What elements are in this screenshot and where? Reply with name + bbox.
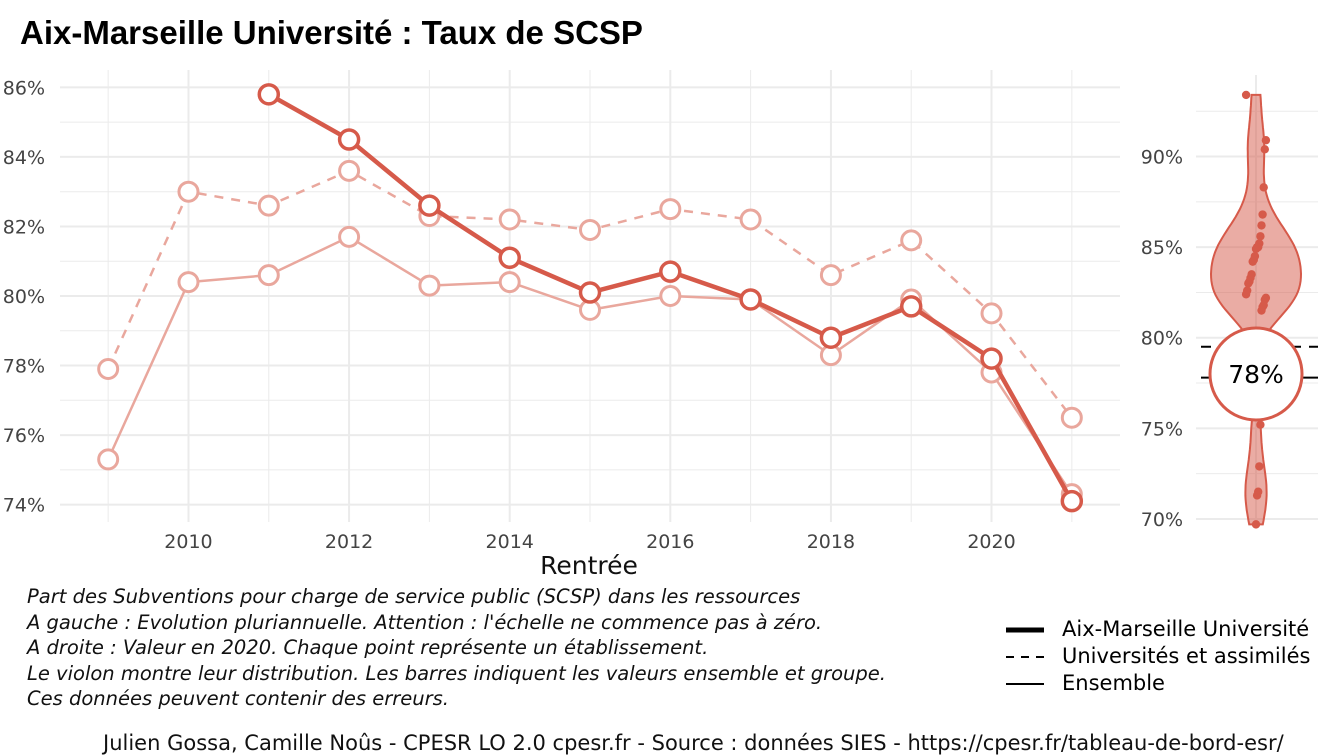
- violin-point: [1256, 420, 1265, 429]
- series-point: [1060, 489, 1084, 513]
- value-label: 78%: [1228, 360, 1284, 389]
- series-point: [257, 194, 280, 217]
- violin-point: [1255, 462, 1264, 471]
- series-point: [899, 295, 923, 318]
- violin-point: [1261, 136, 1271, 145]
- legend-item-ensemble: Ensemble: [1006, 670, 1310, 697]
- series-point: [177, 271, 200, 294]
- violin-chart: 78%: [1201, 90, 1318, 529]
- x-tick-label: 2016: [646, 531, 694, 553]
- series-point: [498, 271, 521, 294]
- violin-y-tick-label: 75%: [1141, 418, 1183, 440]
- legend-item-universites: Universités et assimilés: [1006, 643, 1310, 670]
- violin-point: [1256, 232, 1265, 241]
- series-point: [97, 358, 120, 381]
- series-point: [659, 198, 682, 221]
- violin-y-tick-label: 80%: [1141, 328, 1183, 350]
- series-point: [819, 326, 843, 349]
- caption-line: A gauche : Evolution pluriannuelle. Atte…: [27, 610, 823, 634]
- y-tick-label: 84%: [3, 147, 45, 169]
- legend-item-aix-marseille: Aix-Marseille Université: [1006, 616, 1310, 643]
- caption-line: Le violon montre leur distribution. Les …: [27, 661, 886, 685]
- violin-point: [1259, 183, 1268, 192]
- violin-point: [1260, 145, 1270, 154]
- violin-point: [1251, 244, 1261, 254]
- series-point: [257, 264, 280, 287]
- series-point: [338, 159, 361, 182]
- series-point: [337, 128, 361, 151]
- violin-point: [1248, 257, 1257, 266]
- value-bubble: [1208, 326, 1304, 422]
- chart-title: Aix-Marseille Université : Taux de SCSP: [20, 14, 643, 51]
- series-point: [418, 274, 441, 297]
- caption-line: Ces données peuvent contenir des erreurs…: [27, 687, 449, 711]
- caption-line: Part des Subventions pour charge de serv…: [27, 585, 801, 608]
- series-point: [659, 260, 682, 283]
- caption-line: A droite : Valeur en 2020. Chaque point …: [27, 636, 709, 660]
- violin-point: [1241, 90, 1251, 100]
- violin-y-tick-label: 70%: [1141, 509, 1183, 531]
- series-point: [980, 302, 1003, 325]
- series-point: [1060, 406, 1083, 429]
- violin-point: [1251, 520, 1261, 529]
- violin-y-tick-label: 90%: [1141, 147, 1183, 169]
- y-tick-label: 76%: [3, 425, 45, 447]
- series-point: [739, 288, 762, 311]
- violin-point: [1257, 306, 1266, 315]
- series-point: [739, 208, 762, 231]
- y-tick-label: 82%: [3, 216, 45, 238]
- series-point: [338, 225, 361, 248]
- violin-point: [1258, 210, 1267, 219]
- series-point: [659, 285, 682, 307]
- violin-point: [1257, 221, 1266, 230]
- x-tick-label: 2020: [967, 531, 1015, 553]
- y-tick-label: 80%: [3, 286, 45, 308]
- series-point: [257, 83, 281, 106]
- legend: Aix-Marseille Université Universités et …: [1006, 616, 1310, 697]
- y-tick-label: 78%: [3, 356, 45, 378]
- legend-swatch-thin: [1006, 682, 1044, 685]
- violin-point: [1244, 279, 1253, 288]
- series-point: [900, 229, 923, 252]
- legend-label: Universités et assimilés: [1062, 644, 1311, 668]
- series-point: [498, 208, 521, 231]
- x-axis-label: Rentrée: [540, 551, 638, 580]
- x-tick-label: 2014: [486, 531, 534, 553]
- x-tick-label: 2018: [807, 531, 855, 553]
- series-point: [819, 264, 842, 287]
- violin-shape: [1209, 93, 1303, 526]
- x-tick-label: 2012: [325, 531, 373, 553]
- series-point: [980, 347, 1003, 370]
- credit-line: Julien Gossa, Camille Noûs - CPESR LO 2.…: [103, 731, 1284, 755]
- series-point: [177, 180, 200, 203]
- legend-swatch-thick: [1006, 627, 1044, 632]
- line-chart-series: [97, 83, 1084, 513]
- series-point: [418, 194, 441, 217]
- series-point: [498, 246, 521, 270]
- y-tick-label: 86%: [3, 77, 45, 99]
- line-chart-axes: 74% 76% 78% 80% 82% 84% 86% 2010 2012 2014 2016 201…: [3, 77, 1016, 553]
- legend-label: Aix-Marseille Université: [1062, 617, 1310, 641]
- series-point: [578, 281, 602, 304]
- legend-label: Ensemble: [1062, 671, 1165, 695]
- series-point: [579, 218, 601, 241]
- violin-y-tick-label: 85%: [1141, 237, 1183, 259]
- x-tick-label: 2010: [164, 531, 212, 553]
- series-point: [97, 448, 120, 471]
- y-tick-label: 74%: [3, 495, 45, 517]
- legend-swatch-dashed: [1006, 655, 1044, 658]
- violin-point: [1252, 491, 1262, 500]
- chart-caption: Part des Subventions pour charge de serv…: [27, 584, 886, 712]
- violin-point: [1241, 290, 1251, 299]
